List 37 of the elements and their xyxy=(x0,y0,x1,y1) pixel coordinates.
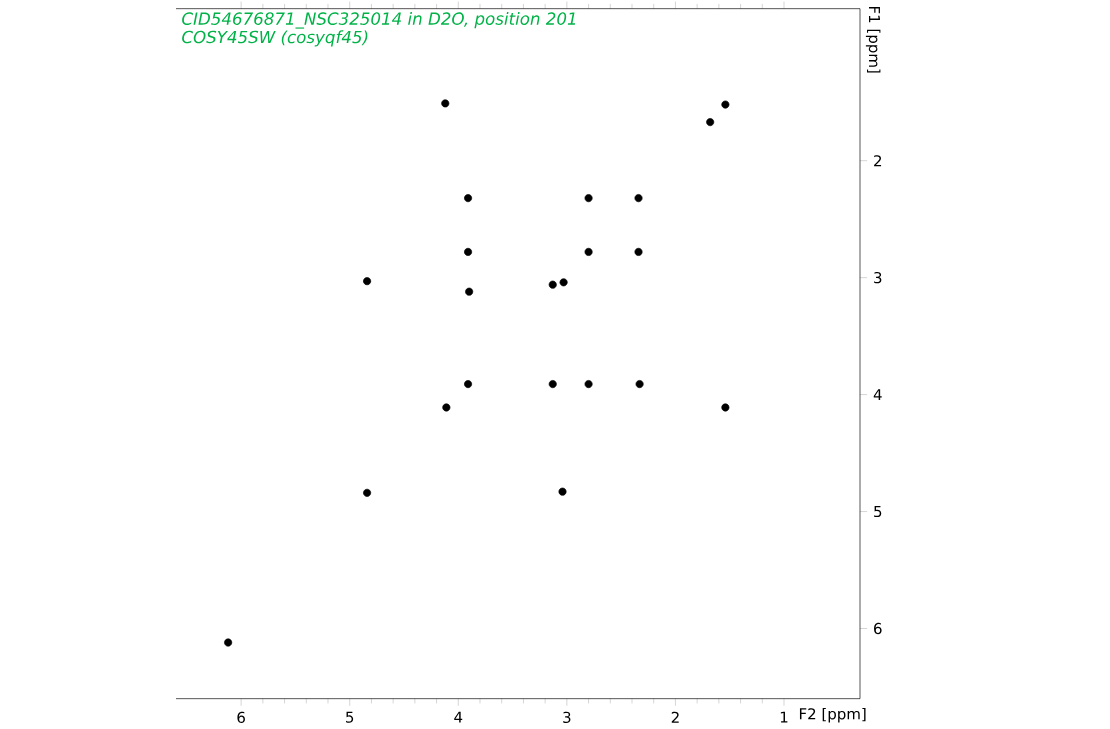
point xyxy=(634,194,643,203)
point xyxy=(548,380,557,389)
point xyxy=(363,277,372,286)
point xyxy=(548,280,557,289)
point xyxy=(721,403,730,412)
point xyxy=(464,194,473,203)
x-tick-label: 1 xyxy=(780,711,788,723)
y-tick-label: 4 xyxy=(873,389,882,401)
x-tick-label: 5 xyxy=(346,711,354,723)
point xyxy=(464,248,473,257)
y-tick-label: 6 xyxy=(874,622,882,635)
point xyxy=(559,278,568,287)
point xyxy=(442,403,451,412)
y-axis-title: F1 [ppm] xyxy=(865,7,881,73)
x-tick-label: 3 xyxy=(563,711,571,724)
point xyxy=(224,638,233,647)
point xyxy=(464,380,473,389)
point xyxy=(363,489,372,498)
chart-title: CID54676871_NSC325014 in D2O, position 201 xyxy=(182,12,576,29)
x-tick-label: 4 xyxy=(454,711,463,723)
point xyxy=(584,194,593,203)
x-axis-title: F2 [ppm] xyxy=(799,708,866,723)
point xyxy=(635,380,644,389)
point xyxy=(706,118,715,127)
x-tick-label: 6 xyxy=(237,711,245,724)
y-tick-label: 3 xyxy=(874,272,882,284)
point xyxy=(465,287,474,296)
point xyxy=(634,248,643,257)
y-tick-label: 2 xyxy=(874,155,882,167)
point xyxy=(558,487,567,496)
point xyxy=(584,380,593,389)
point xyxy=(584,248,593,257)
point xyxy=(721,100,730,109)
point xyxy=(441,99,450,108)
text: COSY45SW (cosyqf45) xyxy=(182,30,368,47)
x-tick-label: 2 xyxy=(671,711,679,723)
y-tick-label: 5 xyxy=(874,506,882,518)
